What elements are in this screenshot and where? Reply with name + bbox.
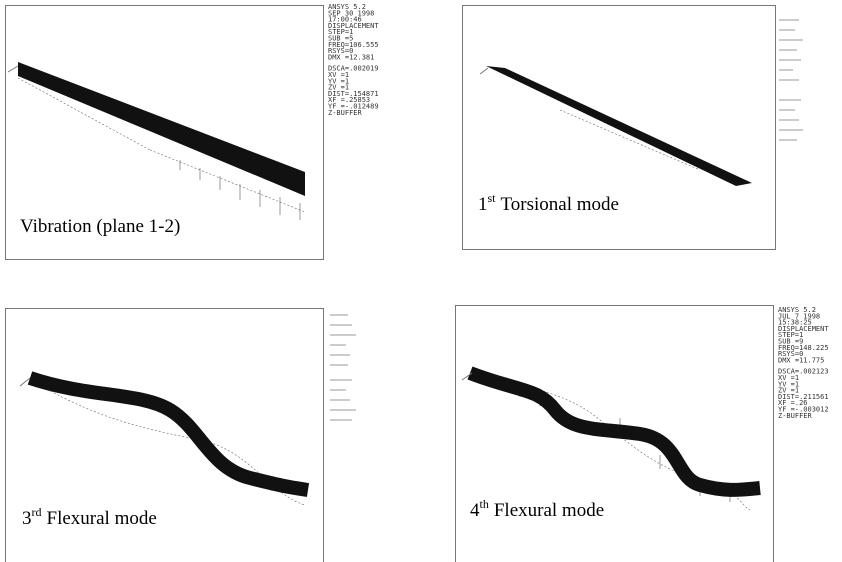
caption: Vibration (plane 1-2) <box>20 216 180 237</box>
info-line: Z-BUFFER <box>778 412 813 420</box>
caption-text: Torsional mode <box>501 194 619 215</box>
figure: Vibration (plane 1-2) 1stTorsional mode … <box>0 0 842 562</box>
caption-superscript: rd <box>32 505 42 519</box>
info-line: Z-BUFFER <box>328 109 363 117</box>
info-line: DMX =11.775 <box>778 356 824 364</box>
caption-number: 4 <box>470 500 480 521</box>
info-line: DMX =12.381 <box>328 53 374 61</box>
caption-number: 1 <box>478 194 488 215</box>
caption-superscript: st <box>488 191 497 205</box>
caption-text: Flexural mode <box>47 508 157 529</box>
caption-number: 3 <box>22 508 32 529</box>
caption-text: Flexural mode <box>494 500 604 521</box>
caption-superscript: th <box>480 497 489 511</box>
